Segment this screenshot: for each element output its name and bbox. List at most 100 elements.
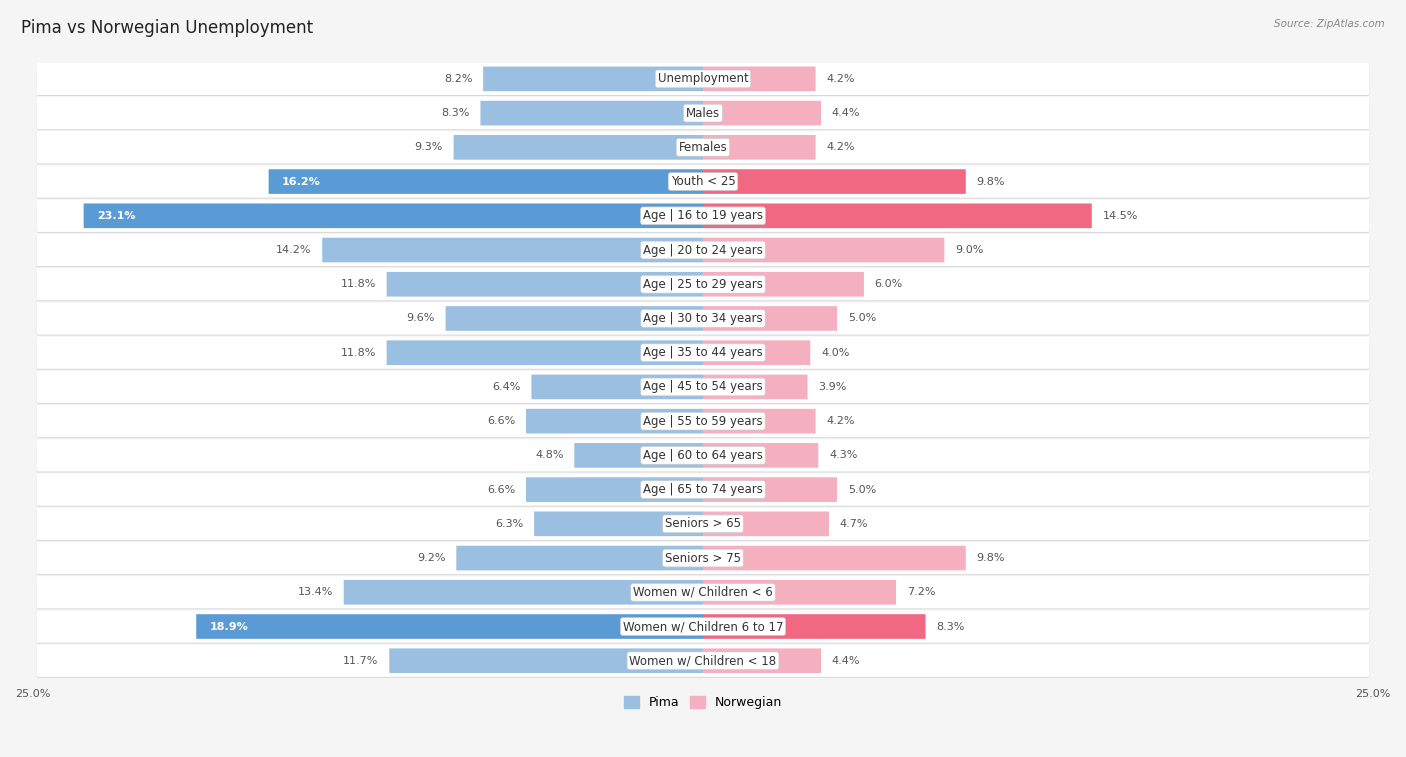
FancyBboxPatch shape xyxy=(37,268,1369,301)
FancyBboxPatch shape xyxy=(37,508,1369,540)
FancyBboxPatch shape xyxy=(37,371,1369,403)
Text: Females: Females xyxy=(679,141,727,154)
Text: 9.2%: 9.2% xyxy=(418,553,446,563)
FancyBboxPatch shape xyxy=(37,578,1369,609)
Text: 9.8%: 9.8% xyxy=(977,176,1005,186)
Text: Age | 20 to 24 years: Age | 20 to 24 years xyxy=(643,244,763,257)
FancyBboxPatch shape xyxy=(703,101,821,126)
FancyBboxPatch shape xyxy=(703,272,863,297)
FancyBboxPatch shape xyxy=(37,63,1369,95)
Text: 8.2%: 8.2% xyxy=(444,74,472,84)
FancyBboxPatch shape xyxy=(531,375,703,399)
FancyBboxPatch shape xyxy=(37,131,1369,164)
FancyBboxPatch shape xyxy=(37,612,1369,643)
Text: 13.4%: 13.4% xyxy=(298,587,333,597)
FancyBboxPatch shape xyxy=(37,509,1369,541)
Text: 9.0%: 9.0% xyxy=(955,245,983,255)
Text: 9.8%: 9.8% xyxy=(977,553,1005,563)
FancyBboxPatch shape xyxy=(322,238,703,263)
FancyBboxPatch shape xyxy=(37,132,1369,164)
Text: Age | 60 to 64 years: Age | 60 to 64 years xyxy=(643,449,763,462)
Text: Age | 25 to 29 years: Age | 25 to 29 years xyxy=(643,278,763,291)
FancyBboxPatch shape xyxy=(481,101,703,126)
FancyBboxPatch shape xyxy=(37,269,1369,301)
FancyBboxPatch shape xyxy=(703,170,966,194)
Text: 11.8%: 11.8% xyxy=(340,347,375,358)
FancyBboxPatch shape xyxy=(37,543,1369,575)
FancyBboxPatch shape xyxy=(37,474,1369,506)
FancyBboxPatch shape xyxy=(37,406,1369,438)
FancyBboxPatch shape xyxy=(37,201,1369,233)
FancyBboxPatch shape xyxy=(37,338,1369,370)
FancyBboxPatch shape xyxy=(37,542,1369,574)
FancyBboxPatch shape xyxy=(269,170,703,194)
FancyBboxPatch shape xyxy=(37,576,1369,609)
FancyBboxPatch shape xyxy=(703,306,837,331)
Text: Age | 35 to 44 years: Age | 35 to 44 years xyxy=(643,346,763,360)
FancyBboxPatch shape xyxy=(703,67,815,91)
Text: 4.8%: 4.8% xyxy=(536,450,564,460)
FancyBboxPatch shape xyxy=(37,302,1369,335)
Text: 14.5%: 14.5% xyxy=(1102,210,1137,221)
Text: Pima vs Norwegian Unemployment: Pima vs Norwegian Unemployment xyxy=(21,19,314,37)
Text: 6.0%: 6.0% xyxy=(875,279,903,289)
FancyBboxPatch shape xyxy=(703,341,810,365)
FancyBboxPatch shape xyxy=(37,645,1369,677)
FancyBboxPatch shape xyxy=(446,306,703,331)
FancyBboxPatch shape xyxy=(387,341,703,365)
Text: 11.8%: 11.8% xyxy=(340,279,375,289)
Text: 23.1%: 23.1% xyxy=(97,210,135,221)
FancyBboxPatch shape xyxy=(37,372,1369,404)
FancyBboxPatch shape xyxy=(37,439,1369,472)
Text: Age | 45 to 54 years: Age | 45 to 54 years xyxy=(643,381,763,394)
FancyBboxPatch shape xyxy=(37,97,1369,129)
Text: 5.0%: 5.0% xyxy=(848,484,876,494)
Text: Age | 16 to 19 years: Age | 16 to 19 years xyxy=(643,209,763,223)
FancyBboxPatch shape xyxy=(37,304,1369,335)
Text: 7.2%: 7.2% xyxy=(907,587,935,597)
Text: Males: Males xyxy=(686,107,720,120)
Text: 9.3%: 9.3% xyxy=(415,142,443,152)
Text: Women w/ Children 6 to 17: Women w/ Children 6 to 17 xyxy=(623,620,783,633)
Text: 4.3%: 4.3% xyxy=(830,450,858,460)
Text: Women w/ Children < 6: Women w/ Children < 6 xyxy=(633,586,773,599)
Text: 9.6%: 9.6% xyxy=(406,313,434,323)
Text: Age | 55 to 59 years: Age | 55 to 59 years xyxy=(643,415,763,428)
FancyBboxPatch shape xyxy=(37,167,1369,198)
Text: 8.3%: 8.3% xyxy=(441,108,470,118)
FancyBboxPatch shape xyxy=(703,580,896,605)
Text: Seniors > 65: Seniors > 65 xyxy=(665,517,741,531)
Text: 4.7%: 4.7% xyxy=(839,519,869,529)
Text: Youth < 25: Youth < 25 xyxy=(671,175,735,188)
FancyBboxPatch shape xyxy=(703,375,807,399)
FancyBboxPatch shape xyxy=(526,478,703,502)
FancyBboxPatch shape xyxy=(703,409,815,434)
FancyBboxPatch shape xyxy=(703,546,966,570)
FancyBboxPatch shape xyxy=(37,200,1369,232)
FancyBboxPatch shape xyxy=(83,204,703,228)
Text: 4.2%: 4.2% xyxy=(827,74,855,84)
Text: Seniors > 75: Seniors > 75 xyxy=(665,552,741,565)
FancyBboxPatch shape xyxy=(37,64,1369,96)
Text: 4.2%: 4.2% xyxy=(827,142,855,152)
FancyBboxPatch shape xyxy=(37,610,1369,643)
FancyBboxPatch shape xyxy=(37,234,1369,266)
FancyBboxPatch shape xyxy=(703,238,945,263)
FancyBboxPatch shape xyxy=(37,337,1369,369)
FancyBboxPatch shape xyxy=(703,204,1092,228)
Text: Unemployment: Unemployment xyxy=(658,73,748,86)
FancyBboxPatch shape xyxy=(37,646,1369,678)
Text: Age | 30 to 34 years: Age | 30 to 34 years xyxy=(643,312,763,325)
FancyBboxPatch shape xyxy=(454,135,703,160)
Text: 4.0%: 4.0% xyxy=(821,347,849,358)
FancyBboxPatch shape xyxy=(534,512,703,536)
FancyBboxPatch shape xyxy=(389,649,703,673)
Text: 14.2%: 14.2% xyxy=(276,245,312,255)
FancyBboxPatch shape xyxy=(703,135,815,160)
Text: 4.4%: 4.4% xyxy=(832,656,860,665)
FancyBboxPatch shape xyxy=(703,649,821,673)
Text: Age | 65 to 74 years: Age | 65 to 74 years xyxy=(643,483,763,496)
FancyBboxPatch shape xyxy=(37,441,1369,472)
FancyBboxPatch shape xyxy=(703,614,925,639)
Text: 5.0%: 5.0% xyxy=(848,313,876,323)
